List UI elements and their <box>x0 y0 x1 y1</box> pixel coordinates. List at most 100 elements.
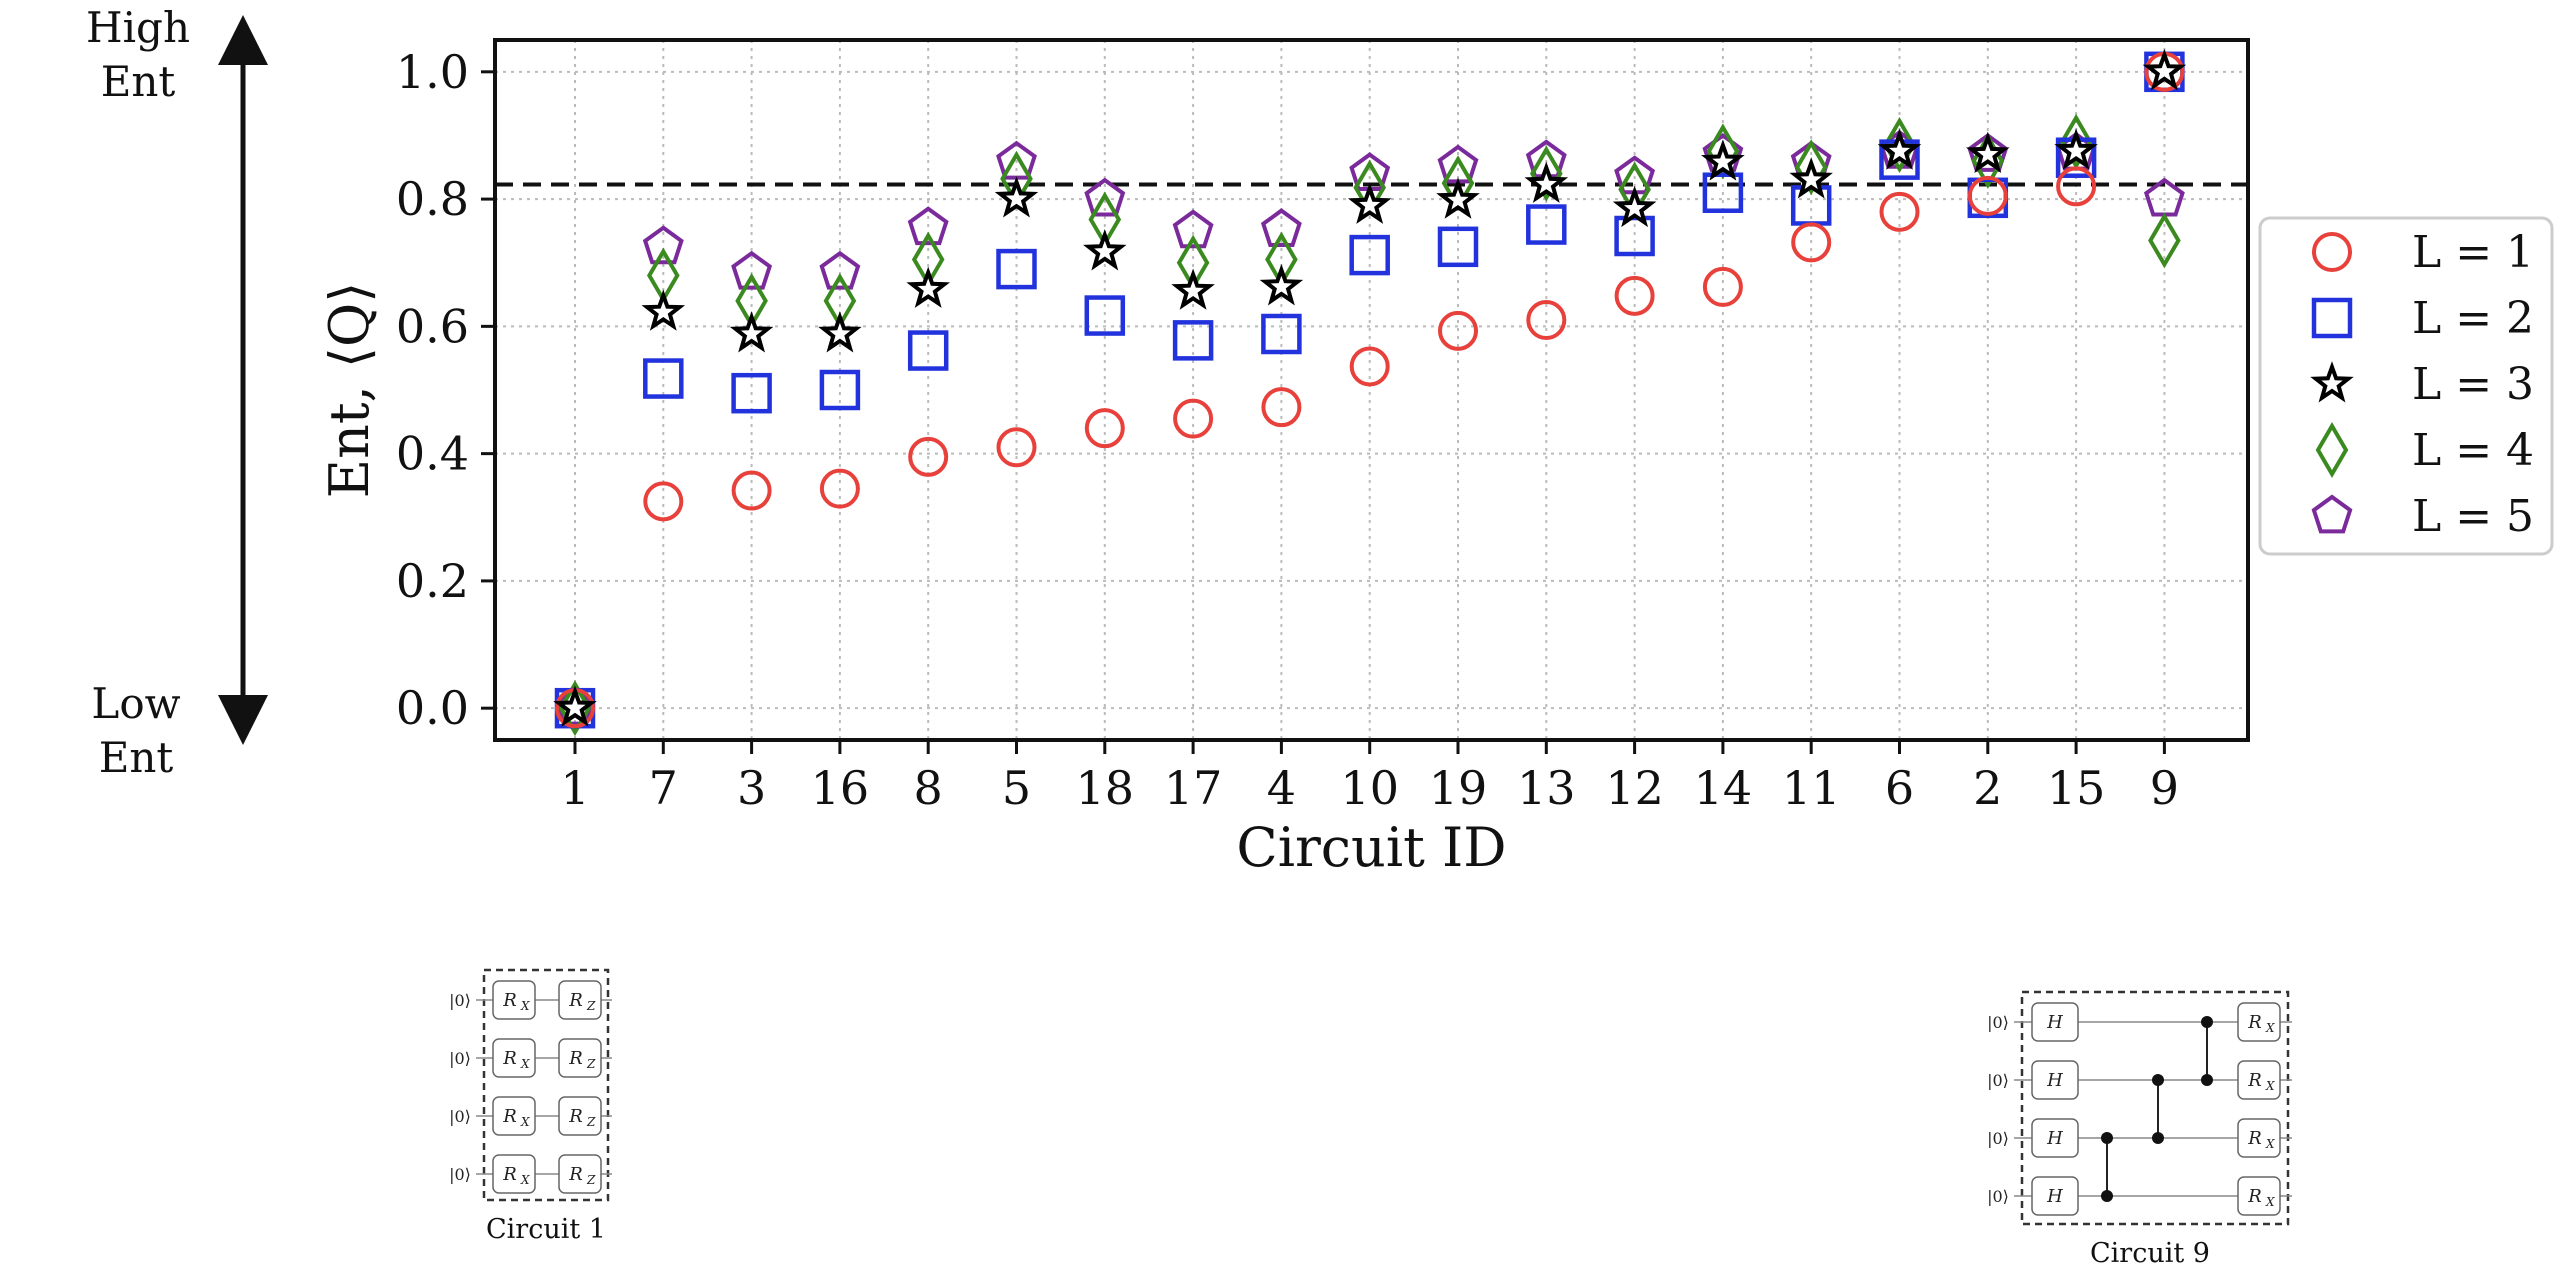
gate-subscript: X <box>2265 1137 2275 1151</box>
control-dot <box>2101 1190 2113 1202</box>
data-point <box>819 468 860 509</box>
gate-subscript: Z <box>586 1057 596 1071</box>
data-point <box>1967 175 2008 216</box>
data-point <box>994 176 1039 218</box>
data-point <box>1877 128 1922 170</box>
data-point <box>643 358 684 399</box>
data-point <box>1436 177 1480 219</box>
gate-label: R <box>568 1048 583 1069</box>
legend-label: L = 2 <box>2412 293 2534 344</box>
data-point <box>1791 222 1832 263</box>
x-tick-label: 9 <box>2150 761 2179 815</box>
qubit-ket-label: |0⟩ <box>449 1165 471 1184</box>
data-point <box>907 330 949 371</box>
gate-subscript: X <box>520 1115 530 1129</box>
circuit-1-frame <box>482 968 610 1202</box>
data-point <box>1702 266 1743 307</box>
gate-subscript: X <box>520 1057 530 1071</box>
data-point <box>1526 204 1567 245</box>
data-point <box>1701 139 1745 181</box>
axis-ticks: 0.00.20.40.60.81.01 7 3 16 8 5 18 17 4 10 19 13 12 14… <box>396 45 2179 815</box>
gate-subscript: X <box>2265 1021 2275 1035</box>
data-point <box>1702 172 1744 213</box>
data-point <box>1349 346 1390 387</box>
gate-subscript: Z <box>586 999 596 1013</box>
y-tick-label: 0.2 <box>396 554 469 608</box>
gate-label: R <box>2247 1070 2262 1091</box>
circuit-9-diagram: |0⟩ H R X|0⟩ H R X|0⟩ H R X|0⟩ H R X Circuit 9 <box>1987 990 2292 1269</box>
data-point <box>1967 133 2009 172</box>
x-tick-label: 12 <box>1605 761 1664 815</box>
control-dot <box>2201 1074 2213 1086</box>
gate-box <box>2031 1060 2079 1100</box>
x-tick-label: 16 <box>811 761 870 815</box>
x-tick-label: 7 <box>649 761 678 815</box>
legend-label: L = 5 <box>2412 491 2534 542</box>
data-point <box>1789 157 1833 199</box>
gate-label: R <box>2247 1186 2262 1207</box>
data-point <box>2148 212 2181 269</box>
gate-subscript: Z <box>586 1115 596 1129</box>
gate-label: R <box>502 990 517 1011</box>
qubit-ket-label: |0⟩ <box>1987 1071 2009 1090</box>
y-tick-label: 0.0 <box>396 681 469 735</box>
gate-box <box>2237 1002 2281 1042</box>
low-label-line2: Ent <box>99 733 174 782</box>
control-dot <box>2152 1132 2164 1144</box>
data-point <box>1614 275 1655 316</box>
x-tick-label: 8 <box>914 761 943 815</box>
circuit-9-caption: Circuit 9 <box>2090 1238 2210 1269</box>
data-point <box>1260 208 1302 247</box>
low-label-line1: Low <box>91 679 180 728</box>
gate-subscript: X <box>2265 1195 2275 1209</box>
data-point <box>558 680 592 737</box>
gate-box <box>492 1154 536 1194</box>
data-point <box>1612 185 1657 228</box>
data-point <box>1172 320 1214 361</box>
x-tick-label: 3 <box>737 761 766 815</box>
gate-box <box>2237 1118 2281 1158</box>
qubit-ket-label: |0⟩ <box>449 1107 471 1126</box>
circuit-1-caption: Circuit 1 <box>486 1214 606 1245</box>
gate-label: R <box>502 1164 517 1185</box>
y-tick-label: 0.8 <box>396 172 469 226</box>
data-point <box>906 266 950 308</box>
plot-frame <box>493 38 2250 742</box>
qubit-ket-label: |0⟩ <box>449 991 471 1010</box>
data-markers <box>553 48 2187 737</box>
high-label-line1: High <box>86 3 190 52</box>
control-dot <box>2152 1074 2164 1086</box>
x-tick-label: 18 <box>1076 761 1135 815</box>
control-dot <box>2201 1016 2213 1028</box>
gate-subscript: X <box>520 1173 530 1187</box>
data-point <box>908 436 949 477</box>
data-point <box>996 248 1037 290</box>
data-point <box>1437 226 1479 268</box>
x-tick-label: 1 <box>560 761 589 815</box>
data-point <box>1879 191 1920 232</box>
data-point <box>1529 145 1563 202</box>
gate-box <box>558 1038 602 1078</box>
gate-label: R <box>502 1106 517 1127</box>
y-tick-label: 0.4 <box>396 427 469 481</box>
data-point <box>1083 229 1127 271</box>
data-point <box>907 206 949 246</box>
legend-marker <box>2311 494 2353 534</box>
qubit-ket-label: |0⟩ <box>449 1049 471 1068</box>
gate-box <box>2031 1176 2079 1216</box>
data-point <box>731 250 773 290</box>
x-tick-label: 5 <box>1002 761 1031 815</box>
data-point <box>2056 166 2097 207</box>
gate-label: H <box>2046 1186 2063 1207</box>
data-point <box>1171 268 1215 310</box>
data-point <box>2142 48 2187 91</box>
data-point <box>1349 234 1390 276</box>
legend: L = 1 L = 2 L = 3 L = 4 L = 5 <box>2258 216 2554 556</box>
data-point <box>1261 313 1302 355</box>
gate-box <box>2237 1060 2281 1100</box>
gate-label: R <box>2247 1012 2262 1033</box>
data-point <box>2059 113 2093 170</box>
legend-marker <box>2311 297 2353 339</box>
legend-marker <box>2312 232 2352 272</box>
